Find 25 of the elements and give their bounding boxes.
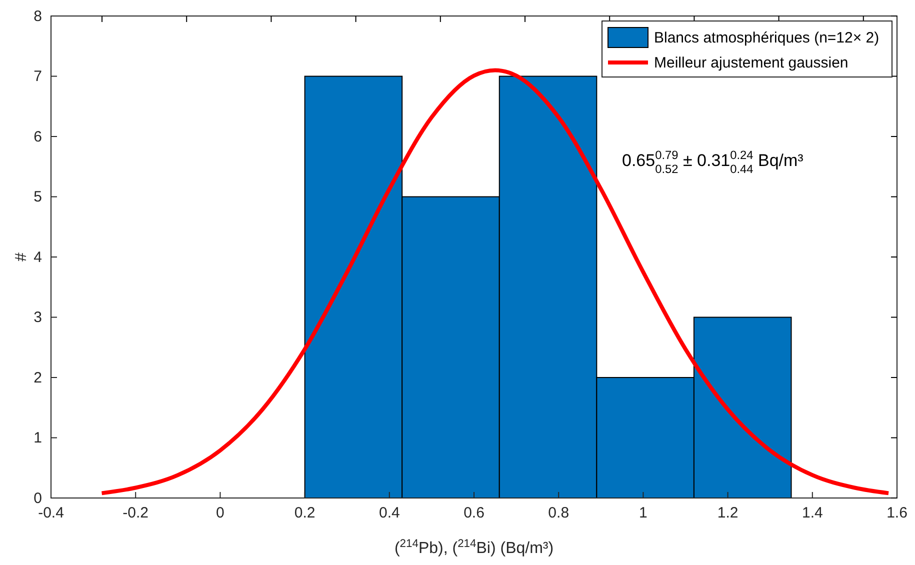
x-tick-label: 1.6 bbox=[886, 504, 908, 522]
y-tick-label: 3 bbox=[34, 309, 42, 326]
y-tick-label: 5 bbox=[34, 188, 42, 206]
x-tick-label: 0.8 bbox=[548, 504, 570, 522]
x-tick-label: 1.4 bbox=[802, 504, 823, 522]
x-tick-label: 1.2 bbox=[717, 504, 738, 522]
x-tick-label: -0.2 bbox=[122, 504, 149, 522]
x-axis-title: ($^{214}$Pb), ($^{214}$Bi) (Bq/m³) bbox=[394, 538, 554, 557]
x-tick-label: 0.2 bbox=[294, 504, 316, 522]
y-tick-label: 1 bbox=[34, 430, 42, 447]
annotation: 0.65$^{0.79}$$_{0.52}$ ± 0.31$^{0.24}$$_{0.44}$ Bq/m³ bbox=[622, 148, 804, 176]
y-tick-label: 0 bbox=[34, 490, 42, 507]
x-tick-label: 1 bbox=[639, 504, 648, 522]
y-tick-label: 7 bbox=[34, 68, 42, 86]
x-tick-label: 0.4 bbox=[378, 504, 400, 522]
y-tick-label: 2 bbox=[34, 369, 42, 386]
legend-label: Meilleur ajustement gaussien bbox=[654, 54, 848, 72]
x-tick-label: -0.4 bbox=[38, 504, 64, 522]
legend-label: Blancs atmosphériques (n=12× 2) bbox=[654, 30, 880, 46]
y-tick-label: 6 bbox=[34, 128, 42, 146]
x-tick-label: 0.6 bbox=[464, 504, 484, 522]
y-tick-label: 4 bbox=[34, 248, 42, 266]
y-axis-title: # bbox=[13, 252, 30, 262]
x-tick-label: 0 bbox=[216, 504, 224, 522]
y-tick-label: 8 bbox=[34, 8, 42, 25]
